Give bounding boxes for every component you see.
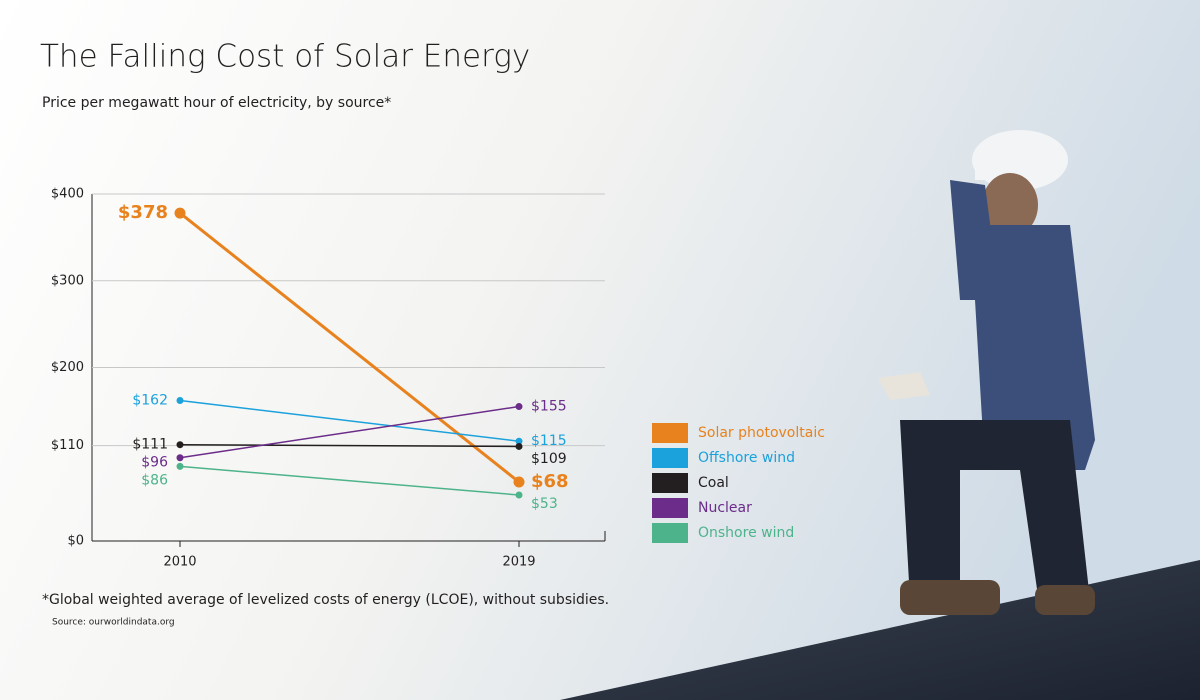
data-label: $378 (118, 202, 168, 223)
legend-swatch (652, 498, 688, 518)
series-line (179, 399, 520, 442)
data-label: $155 (531, 399, 567, 415)
data-label: $86 (141, 473, 168, 489)
data-point (176, 454, 184, 462)
data-point (176, 462, 184, 470)
y-tick-label: $110 (51, 438, 84, 453)
series-line (179, 211, 520, 484)
data-point (515, 442, 523, 450)
legend-label: Coal (698, 475, 729, 491)
legend-label: Offshore wind (698, 450, 795, 466)
series-line (179, 443, 520, 448)
data-label: $115 (531, 433, 567, 449)
chart-title: The Falling Cost of Solar Energy (40, 39, 530, 75)
data-point (174, 207, 186, 219)
data-point (513, 476, 525, 488)
data-point (176, 441, 184, 449)
chart-subtitle: Price per megawatt hour of electricity, … (42, 95, 391, 111)
data-label: $96 (141, 455, 168, 471)
series-line (179, 465, 520, 496)
x-tick-label: 2019 (502, 555, 535, 570)
legend-swatch (652, 523, 688, 543)
data-label: $68 (531, 471, 569, 492)
worker-silhouette (878, 130, 1095, 615)
data-point (515, 437, 523, 445)
data-label: $109 (531, 451, 567, 467)
legend-label: Nuclear (698, 500, 752, 516)
source: Source: ourworldindata.org (52, 618, 175, 628)
footnote: *Global weighted average of levelized co… (42, 592, 609, 608)
data-label: $53 (531, 496, 558, 512)
y-tick-label: $300 (51, 273, 84, 288)
legend-swatch (652, 473, 688, 493)
data-label: $162 (132, 392, 168, 408)
legend-swatch (652, 448, 688, 468)
legend-label: Onshore wind (698, 525, 794, 541)
data-point (515, 491, 523, 499)
data-label: $111 (132, 437, 168, 453)
x-tick-label: 2010 (163, 555, 196, 570)
legend-label: Solar photovoltaic (698, 425, 825, 441)
series-line (179, 405, 520, 459)
y-tick-label: $0 (67, 534, 84, 549)
y-tick-label: $200 (51, 360, 84, 375)
y-tick-label: $400 (51, 187, 84, 202)
data-point (176, 396, 184, 404)
legend-swatch (652, 423, 688, 443)
data-point (515, 403, 523, 411)
